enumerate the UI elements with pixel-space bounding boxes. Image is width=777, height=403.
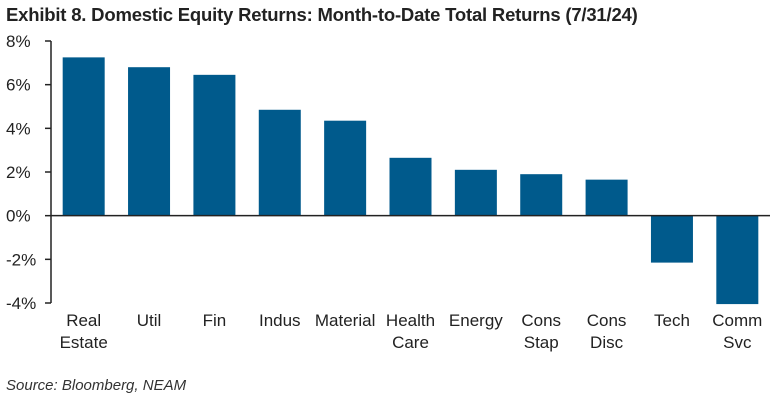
- bar-health-care: [389, 157, 432, 216]
- bar-material: [324, 120, 367, 216]
- x-category-label: Energy: [449, 311, 503, 330]
- x-category-label: Cons Stap: [521, 311, 561, 352]
- bar-indus: [258, 109, 301, 216]
- bar-cons-disc: [585, 179, 628, 216]
- x-category-label: Health Care: [386, 311, 435, 352]
- bar-energy: [454, 169, 497, 216]
- chart-title: Exhibit 8. Domestic Equity Returns: Mont…: [6, 4, 638, 25]
- y-tick-label: 0%: [6, 207, 31, 226]
- bar-cons-stap: [520, 174, 563, 216]
- y-tick-label: 4%: [6, 119, 31, 138]
- x-category-label: Tech: [654, 311, 690, 330]
- x-category-label: Cons Disc: [587, 311, 627, 352]
- bar-real-estate: [62, 57, 105, 216]
- y-tick-label: -4%: [6, 294, 36, 313]
- x-category-label: Fin: [203, 311, 227, 330]
- y-tick-label: 6%: [6, 76, 31, 95]
- bar-util: [128, 67, 171, 216]
- bar-fin: [193, 74, 236, 216]
- source-note: Source: Bloomberg, NEAM: [6, 377, 187, 394]
- y-tick-label: 2%: [6, 163, 31, 182]
- x-category-label: Comm Svc: [712, 311, 762, 352]
- y-tick-label: 8%: [6, 32, 31, 51]
- x-category-label: Real Estate: [60, 311, 108, 352]
- y-ticks-group: -4% -2% 0% 2% 4% 6% 8%: [6, 32, 51, 313]
- bars-group: [62, 57, 759, 305]
- x-category-label: Indus: [259, 311, 301, 330]
- x-labels-group: Real Estate Util Fin Indus Material Health Care…: [60, 311, 763, 352]
- x-category-label: Util: [137, 311, 162, 330]
- x-category-label: Material: [315, 311, 375, 330]
- y-tick-label: -2%: [6, 250, 36, 269]
- bar-comm-svc: [716, 215, 759, 305]
- bar-tech: [650, 215, 693, 263]
